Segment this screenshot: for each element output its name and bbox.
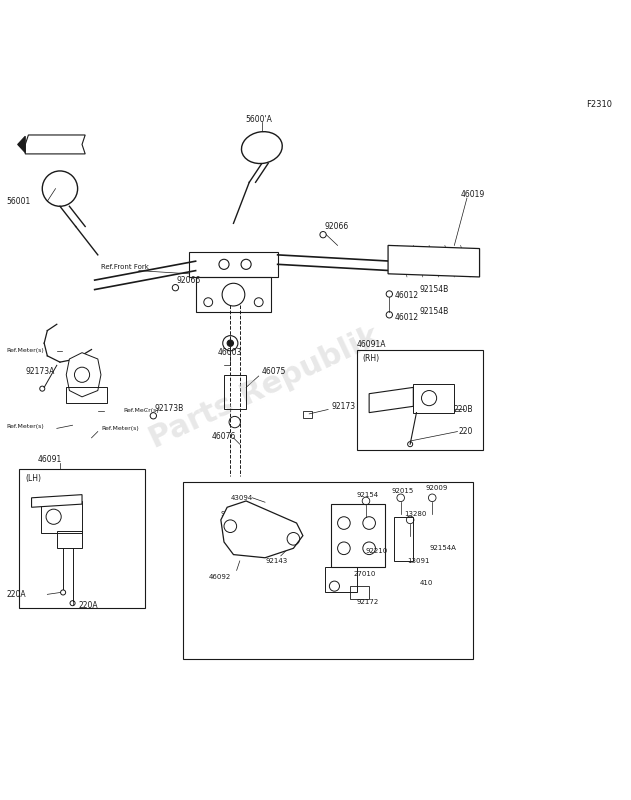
Bar (224, 374, 246, 410)
Text: (LH): (LH) (25, 474, 41, 483)
Text: 46091: 46091 (38, 455, 62, 465)
Bar (331, 504, 385, 567)
Bar (303, 411, 312, 418)
Text: 92009: 92009 (426, 486, 448, 491)
Text: 410: 410 (420, 580, 433, 586)
Polygon shape (18, 136, 25, 153)
Text: 5600'A: 5600'A (245, 114, 272, 124)
Bar (394, 517, 413, 561)
Text: 92144: 92144 (221, 510, 243, 517)
Ellipse shape (242, 132, 282, 163)
Polygon shape (66, 353, 101, 397)
Bar (196, 277, 271, 312)
Text: 43094: 43094 (230, 495, 252, 501)
Text: 92154: 92154 (357, 492, 379, 498)
Text: 46076: 46076 (211, 432, 236, 441)
Text: 92173: 92173 (331, 402, 355, 411)
Bar (57, 530, 82, 548)
Bar (325, 567, 357, 593)
Circle shape (227, 340, 233, 346)
Polygon shape (369, 387, 413, 413)
Text: 46091A: 46091A (357, 340, 386, 349)
Polygon shape (221, 501, 303, 558)
Text: 92066: 92066 (177, 276, 201, 285)
Text: 92172: 92172 (357, 599, 379, 605)
Text: 46012: 46012 (394, 291, 418, 300)
Text: 220A: 220A (6, 590, 26, 599)
Text: 92066: 92066 (325, 222, 349, 231)
Polygon shape (25, 135, 85, 154)
Text: Ref.Front Fork: Ref.Front Fork (101, 265, 149, 270)
Text: 46092: 46092 (208, 574, 230, 580)
Text: Ref.Meter(s): Ref.Meter(s) (6, 424, 44, 429)
Text: Parts Republik: Parts Republik (145, 322, 385, 454)
Text: Ref.Meter(s): Ref.Meter(s) (101, 426, 139, 431)
Text: FRONT: FRONT (42, 142, 68, 147)
Text: 92015: 92015 (391, 489, 413, 494)
Bar (413, 384, 454, 413)
Text: 92154B: 92154B (420, 307, 449, 316)
Bar (183, 482, 473, 658)
Text: 13091: 13091 (407, 558, 430, 564)
Text: 220B: 220B (454, 405, 473, 414)
Text: 92143: 92143 (265, 558, 287, 564)
Polygon shape (32, 494, 82, 507)
Bar (41, 501, 82, 533)
Polygon shape (388, 246, 480, 277)
Text: 27010: 27010 (353, 570, 375, 577)
Text: 56001: 56001 (6, 197, 30, 206)
Text: Ref.MeϾr(s): Ref.MeϾr(s) (123, 408, 159, 414)
Text: 92154A: 92154A (429, 546, 456, 551)
Text: 92173A: 92173A (25, 367, 55, 376)
Text: (RH): (RH) (363, 354, 380, 363)
Text: 46019: 46019 (461, 190, 485, 199)
Text: 46003: 46003 (218, 348, 242, 357)
Bar (66, 387, 107, 403)
Text: 220: 220 (459, 427, 473, 436)
Bar (189, 252, 278, 277)
Text: 46075: 46075 (262, 367, 286, 376)
Bar (357, 350, 483, 450)
Text: 220A: 220A (79, 601, 98, 610)
Bar (350, 586, 369, 598)
Bar (19, 470, 145, 608)
Text: Ref.Meter(s): Ref.Meter(s) (6, 348, 44, 354)
Text: 46012: 46012 (394, 314, 418, 322)
Text: 92210: 92210 (366, 549, 388, 554)
Text: 13280: 13280 (404, 510, 426, 517)
Text: F2310: F2310 (586, 100, 612, 110)
Text: 92154B: 92154B (420, 285, 449, 294)
Text: 92173B: 92173B (155, 404, 184, 413)
